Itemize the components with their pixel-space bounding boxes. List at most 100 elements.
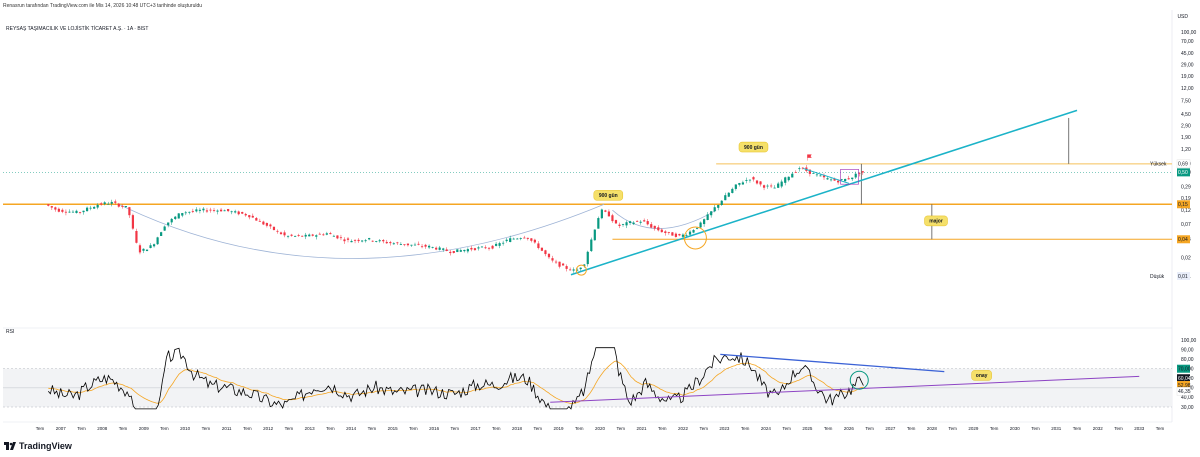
candle-body — [389, 242, 392, 244]
annotation-bubble — [924, 215, 948, 227]
price-badge-label: Yüksek — [1150, 162, 1167, 168]
candle-body — [639, 221, 642, 223]
time-tick-label: Tem — [865, 426, 874, 431]
candle-body — [512, 238, 515, 240]
time-tick-label: Tem — [575, 426, 584, 431]
time-tick-label: Tem — [948, 426, 957, 431]
candle-body — [174, 216, 177, 219]
tradingview-logo[interactable]: TradingView — [4, 441, 72, 451]
candle-body — [498, 243, 501, 246]
candle-body — [551, 258, 554, 261]
candle-body — [829, 179, 833, 181]
candle-body — [695, 227, 699, 229]
candle-body — [681, 234, 685, 237]
candle-body — [480, 246, 484, 248]
time-tick-label: 2017 — [471, 426, 482, 431]
candle-body — [473, 248, 477, 251]
time-tick-label: 2008 — [97, 426, 108, 431]
candle-body — [276, 230, 279, 232]
price-badge-label: Düşük — [1150, 274, 1165, 280]
candle-body — [170, 218, 173, 223]
candle-body — [685, 235, 688, 237]
time-tick-label: Tem — [119, 426, 128, 431]
candle-body — [614, 220, 618, 224]
price-badge — [1177, 364, 1190, 373]
rsi-line — [47, 347, 864, 410]
price-tick-label: 0,07 — [1181, 222, 1191, 228]
candle-body — [237, 211, 240, 215]
time-tick-label: 2024 — [761, 426, 772, 431]
candle-body — [219, 209, 223, 212]
candle-body — [368, 238, 371, 240]
candle-body — [755, 180, 759, 184]
time-tick-label: 2018 — [512, 426, 523, 431]
candle-body — [350, 240, 353, 243]
time-tick-label: Tem — [326, 426, 335, 431]
price-tick-label: 12,00 — [1181, 86, 1194, 92]
candle-body — [466, 249, 469, 252]
candle-body — [325, 233, 328, 235]
candle-body — [738, 182, 741, 185]
candle-body — [593, 229, 596, 241]
candle-body — [107, 203, 110, 205]
candle-body — [576, 269, 579, 271]
candle-body — [787, 176, 790, 181]
candle-body — [152, 244, 156, 247]
candle-body — [808, 169, 811, 174]
candle-body — [89, 207, 92, 209]
price-tick-label: 0,02 — [1181, 255, 1191, 261]
price-badge-text: 0,50 — [1178, 170, 1188, 176]
price-badge — [1177, 235, 1190, 244]
candle-body — [770, 185, 773, 187]
candle-body — [128, 207, 131, 216]
candle-body — [477, 247, 480, 249]
candle-body — [332, 235, 335, 237]
time-tick-label: 2028 — [927, 426, 938, 431]
candle-body — [131, 215, 135, 229]
price-badge-text: 52,98 — [1178, 383, 1191, 389]
candle-body — [618, 224, 621, 226]
candle-body — [265, 223, 269, 226]
candle-body — [255, 218, 258, 221]
candle-body — [650, 224, 653, 228]
candle-body — [777, 183, 780, 188]
candle-body — [837, 180, 840, 183]
price-badge-text: 70,00 — [1178, 367, 1191, 373]
candle-body — [304, 234, 307, 237]
price-tick-label: 19,00 — [1181, 74, 1194, 80]
time-tick-label: 2019 — [554, 426, 565, 431]
candle-body — [442, 248, 445, 250]
price-tick-label: 1,90 — [1181, 135, 1191, 141]
candle-body — [435, 247, 438, 250]
candle-body — [565, 266, 568, 269]
time-tick-label: Tem — [782, 426, 791, 431]
candle-body — [812, 173, 815, 174]
candle-body — [759, 181, 762, 185]
time-tick-label: Tem — [1031, 426, 1040, 431]
price-badge — [1176, 159, 1191, 169]
candle-body — [297, 235, 300, 236]
time-tick-label: Tem — [160, 426, 169, 431]
price-tick-label: 2,90 — [1181, 124, 1191, 130]
rsi-ma-line — [48, 360, 864, 405]
symbol-title: REYSAŞ TAŞIMACILIK VE LOJİSTİK TİCARET A… — [6, 26, 149, 32]
time-tick-label: 2029 — [968, 426, 979, 431]
time-tick-label: Tem — [285, 426, 294, 431]
candle-body — [318, 233, 321, 235]
candle-body — [417, 243, 420, 245]
candle-body — [484, 247, 487, 249]
candle-body — [847, 178, 850, 180]
candle-body — [357, 239, 360, 242]
candle-body — [311, 234, 314, 236]
candle-body — [103, 202, 106, 205]
candle-body — [54, 207, 57, 210]
candle-body — [283, 232, 286, 236]
time-tick-label: 2025 — [802, 426, 813, 431]
candle-body — [156, 237, 159, 245]
candle-body — [71, 211, 75, 213]
time-tick-label: Tem — [492, 426, 501, 431]
candle-body — [438, 247, 441, 250]
candle-body — [343, 239, 346, 242]
candle-body — [371, 240, 374, 242]
